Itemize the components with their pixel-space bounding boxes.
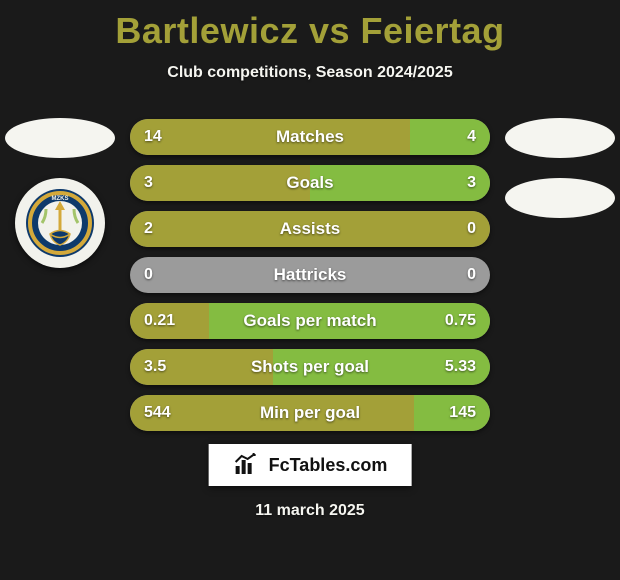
- date-line: 11 march 2025: [0, 502, 620, 520]
- svg-text:MZKS: MZKS: [52, 196, 69, 202]
- bar-segment-left: [130, 211, 490, 247]
- branding-badge: FcTables.com: [209, 444, 412, 486]
- stat-value-right: 0: [467, 211, 476, 247]
- stat-value-left: 2: [144, 211, 153, 247]
- stat-row: 144Matches: [130, 119, 490, 155]
- stat-value-left: 0.21: [144, 303, 175, 339]
- bar-segment-left: [130, 165, 310, 201]
- stat-value-left: 3: [144, 165, 153, 201]
- stat-row: 20Assists: [130, 211, 490, 247]
- player-photo-placeholder-right-1: [505, 118, 615, 158]
- player-photo-placeholder-left: [5, 118, 115, 158]
- branding-text: FcTables.com: [269, 455, 388, 476]
- stats-bar-group: 144Matches33Goals20Assists00Hattricks0.2…: [130, 119, 490, 431]
- player-photo-placeholder-right-2: [505, 178, 615, 218]
- stat-label: Hattricks: [130, 257, 490, 293]
- bar-segment-right: [410, 119, 490, 155]
- right-player-column: [500, 118, 620, 218]
- bar-chart-icon: [233, 452, 259, 478]
- stat-value-right: 5.33: [445, 349, 476, 385]
- page-title: Bartlewicz vs Feiertag: [0, 0, 620, 52]
- left-player-column: MZKS: [0, 118, 120, 268]
- stat-value-left: 544: [144, 395, 171, 431]
- comparison-card: Bartlewicz vs Feiertag Club competitions…: [0, 0, 620, 82]
- stat-value-right: 145: [449, 395, 476, 431]
- stat-value-right: 3: [467, 165, 476, 201]
- bar-segment-left: [130, 119, 410, 155]
- stat-row: 3.55.33Shots per goal: [130, 349, 490, 385]
- stat-row: 544145Min per goal: [130, 395, 490, 431]
- stat-value-left: 3.5: [144, 349, 166, 385]
- stat-row: 0 0Hattricks: [130, 257, 490, 293]
- subtitle: Club competitions, Season 2024/2025: [0, 64, 620, 82]
- stat-value-left: 0: [144, 257, 153, 293]
- stat-row: 0.210.75Goals per match: [130, 303, 490, 339]
- stat-value-right: 0.75: [445, 303, 476, 339]
- bar-segment-left: [130, 395, 414, 431]
- shield-icon: MZKS: [24, 187, 96, 259]
- club-crest-left: MZKS: [15, 178, 105, 268]
- stat-value-right: 0: [467, 257, 476, 293]
- stat-row: 33Goals: [130, 165, 490, 201]
- bar-segment-right: [310, 165, 490, 201]
- stat-value-left: 14: [144, 119, 162, 155]
- stat-value-right: 4: [467, 119, 476, 155]
